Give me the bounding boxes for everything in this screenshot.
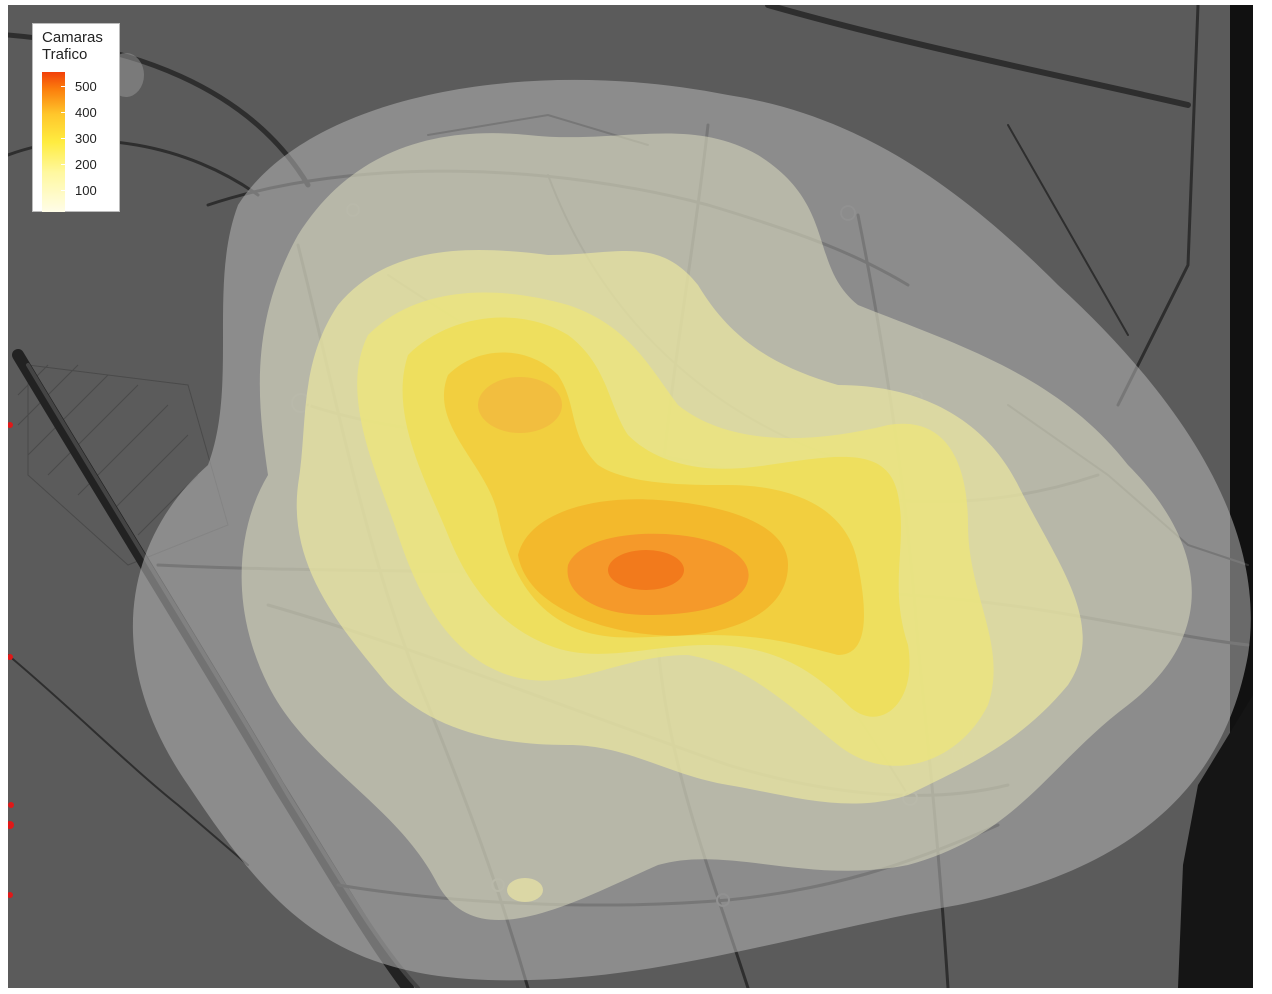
legend-tick-mark (61, 138, 66, 139)
legend-tick-label: 100 (75, 183, 97, 198)
legend-tick-mark (61, 112, 66, 113)
legend-tick-label: 200 (75, 157, 97, 172)
density-legend: Camaras Trafico 500 400 300 200 100 (32, 23, 120, 212)
camera-markers (8, 422, 14, 898)
density-spot (507, 878, 543, 902)
map-marker-dot[interactable] (8, 654, 13, 660)
legend-title-line2: Trafico (42, 46, 88, 63)
map-marker-dot[interactable] (8, 892, 13, 898)
legend-title-line1: Camaras (42, 29, 103, 46)
density-map[interactable] (8, 5, 1253, 988)
legend-tick-mark (61, 190, 66, 191)
legend-tick-label: 300 (75, 131, 97, 146)
density-level-7b (478, 377, 562, 433)
legend-tick-label: 500 (75, 79, 97, 94)
legend-tick-label: 400 (75, 105, 97, 120)
density-peak (608, 550, 684, 590)
legend-tick-mark (61, 86, 66, 87)
map-marker-dot[interactable] (8, 821, 14, 829)
density-contours (108, 53, 1251, 981)
legend-tick-mark (61, 164, 66, 165)
legend-color-scale (42, 72, 65, 212)
map-marker-dot[interactable] (8, 422, 13, 428)
port-area (1178, 695, 1253, 988)
map-marker-dot[interactable] (8, 802, 14, 808)
